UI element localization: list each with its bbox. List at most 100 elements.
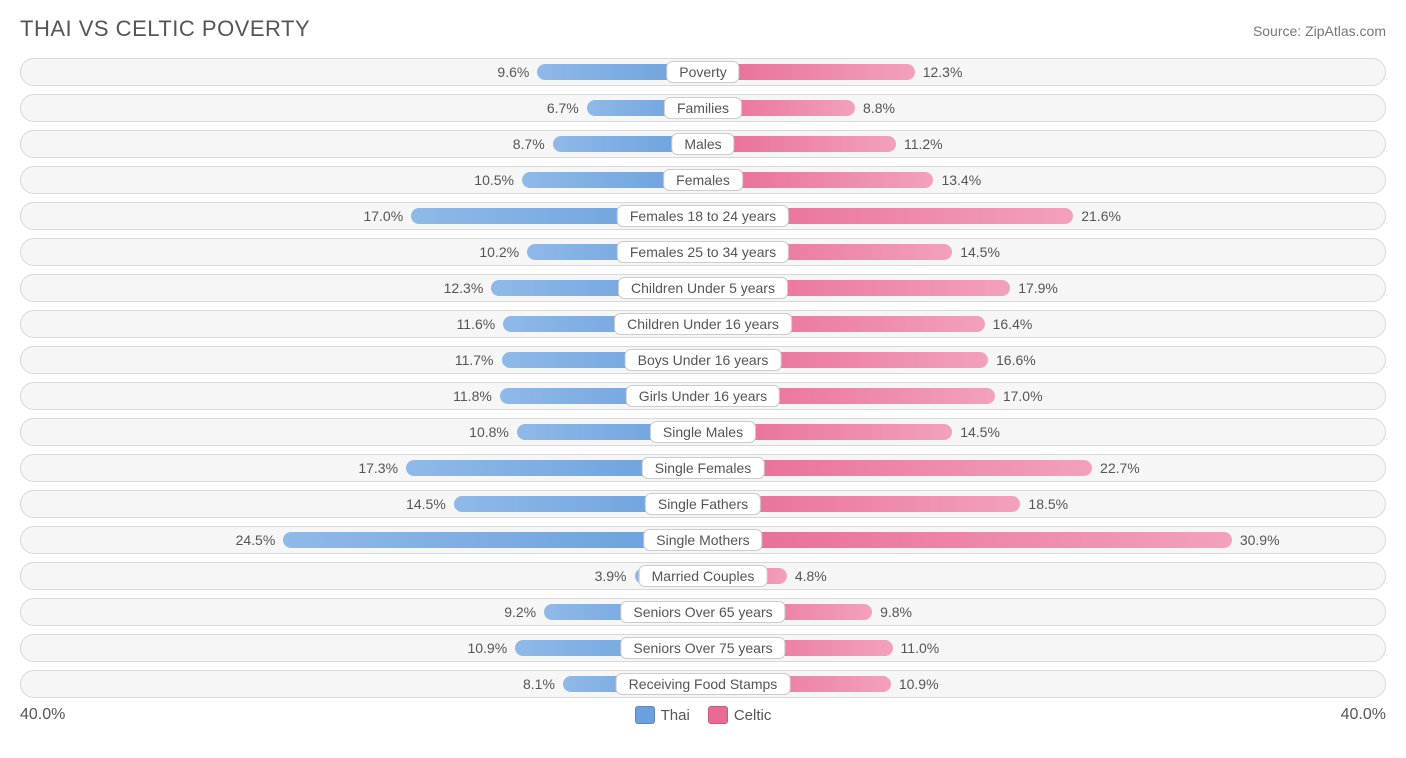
row-left-half: 10.2% [21, 239, 703, 265]
right-value: 13.4% [935, 172, 987, 188]
chart-row: 9.6% 12.3% Poverty [20, 58, 1386, 86]
right-value: 18.5% [1022, 496, 1074, 512]
row-right-half: 9.8% [703, 599, 1385, 625]
row-category-label: Single Mothers [643, 529, 762, 551]
row-left-half: 8.7% [21, 131, 703, 157]
chart-row: 10.8% 14.5% Single Males [20, 418, 1386, 446]
chart-row: 10.5% 13.4% Females [20, 166, 1386, 194]
right-value: 11.2% [898, 136, 949, 152]
row-category-label: Seniors Over 65 years [620, 601, 785, 623]
chart-row: 10.2% 14.5%Females 25 to 34 years [20, 238, 1386, 266]
right-value: 21.6% [1075, 208, 1127, 224]
row-left-half: 11.6% [21, 311, 703, 337]
left-value: 9.2% [498, 604, 542, 620]
left-value: 17.3% [352, 460, 404, 476]
chart-row: 17.0% 21.6% Females 18 to 24 years [20, 202, 1386, 230]
left-value: 11.7% [449, 352, 500, 368]
legend-swatch-celtic [708, 706, 728, 724]
right-value: 12.3% [917, 64, 969, 80]
row-right-half: 14.5% [703, 239, 1385, 265]
row-right-half: 16.4% [703, 311, 1385, 337]
right-value: 11.0% [895, 640, 946, 656]
chart-body: 9.6%12.3%Poverty6.7%8.8%Families8.7%11.2… [20, 58, 1386, 698]
left-value: 10.2% [473, 244, 525, 260]
chart-row: 12.3% 17.9% Children Under 5 years [20, 274, 1386, 302]
row-category-label: Married Couples [639, 565, 768, 587]
row-category-label: Single Males [650, 421, 756, 443]
right-value: 17.9% [1012, 280, 1064, 296]
chart-footer: 40.0% Thai Celtic 40.0% [20, 706, 1386, 724]
left-value: 8.1% [517, 676, 561, 692]
row-category-label: Children Under 5 years [618, 277, 788, 299]
row-right-half: 10.9% [703, 671, 1385, 697]
chart-title: THAI VS CELTIC POVERTY [20, 16, 310, 42]
row-right-half: 18.5% [703, 491, 1385, 517]
row-category-label: Females 25 to 34 years [617, 241, 789, 263]
row-left-half: 10.8% [21, 419, 703, 445]
left-value: 10.8% [463, 424, 515, 440]
chart-row: 10.9%11.0%Seniors Over 75 years [20, 634, 1386, 662]
left-value: 11.8% [447, 388, 498, 404]
row-left-half: 9.2% [21, 599, 703, 625]
legend-item-celtic: Celtic [708, 706, 772, 724]
chart-row: 11.6% 16.4% Children Under 16 years [20, 310, 1386, 338]
row-left-half: 10.9% [21, 635, 703, 661]
row-category-label: Poverty [666, 61, 739, 83]
right-value: 16.4% [987, 316, 1039, 332]
row-left-half: 3.9% [21, 563, 703, 589]
row-left-half: 11.7% [21, 347, 703, 373]
legend-item-thai: Thai [635, 706, 690, 724]
row-category-label: Single Females [642, 457, 765, 479]
left-value: 12.3% [438, 280, 490, 296]
row-category-label: Females [663, 169, 743, 191]
row-left-half: 10.5% [21, 167, 703, 193]
left-value: 10.5% [468, 172, 520, 188]
right-value: 4.8% [789, 568, 833, 584]
row-right-half: 13.4% [703, 167, 1385, 193]
row-right-half: 11.0% [703, 635, 1385, 661]
left-value: 14.5% [400, 496, 452, 512]
row-left-half: 8.1% [21, 671, 703, 697]
left-bar [283, 532, 701, 548]
left-value: 10.9% [461, 640, 513, 656]
chart-row: 9.2% 9.8% Seniors Over 65 years [20, 598, 1386, 626]
right-value: 14.5% [954, 424, 1006, 440]
legend-label-celtic: Celtic [734, 707, 772, 724]
row-right-half: 11.2% [703, 131, 1385, 157]
left-value: 17.0% [357, 208, 409, 224]
row-category-label: Children Under 16 years [614, 313, 792, 335]
row-category-label: Receiving Food Stamps [616, 673, 791, 695]
chart-row: 8.7%11.2%Males [20, 130, 1386, 158]
chart-row: 11.8% 17.0%Girls Under 16 years [20, 382, 1386, 410]
row-category-label: Single Fathers [645, 493, 761, 515]
chart-row: 11.7%16.6%Boys Under 16 years [20, 346, 1386, 374]
right-value: 9.8% [874, 604, 918, 620]
chart-header: THAI VS CELTIC POVERTY Source: ZipAtlas.… [20, 16, 1386, 42]
row-left-half: 12.3% [21, 275, 703, 301]
row-category-label: Females 18 to 24 years [617, 205, 789, 227]
left-value: 24.5% [230, 532, 282, 548]
row-left-half: 6.7% [21, 95, 703, 121]
row-right-half: 17.0% [703, 383, 1385, 409]
legend-label-thai: Thai [661, 707, 690, 724]
row-left-half: 9.6% [21, 59, 703, 85]
left-value: 6.7% [541, 100, 585, 116]
row-right-half: 4.8% [703, 563, 1385, 589]
row-left-half: 14.5% [21, 491, 703, 517]
right-value: 16.6% [990, 352, 1042, 368]
row-right-half: 8.8% [703, 95, 1385, 121]
chart-row: 17.3% 22.7% Single Females [20, 454, 1386, 482]
left-value: 3.9% [589, 568, 633, 584]
chart-row: 6.7%8.8%Families [20, 94, 1386, 122]
row-right-half: 30.9% [703, 527, 1385, 553]
row-left-half: 24.5% [21, 527, 703, 553]
axis-max-right: 40.0% [1341, 706, 1386, 724]
row-category-label: Girls Under 16 years [626, 385, 780, 407]
right-value: 30.9% [1234, 532, 1286, 548]
chart-source: Source: ZipAtlas.com [1253, 23, 1386, 39]
row-left-half: 11.8% [21, 383, 703, 409]
right-value: 22.7% [1094, 460, 1146, 476]
right-value: 8.8% [857, 100, 901, 116]
row-right-half: 22.7% [703, 455, 1385, 481]
row-right-half: 16.6% [703, 347, 1385, 373]
